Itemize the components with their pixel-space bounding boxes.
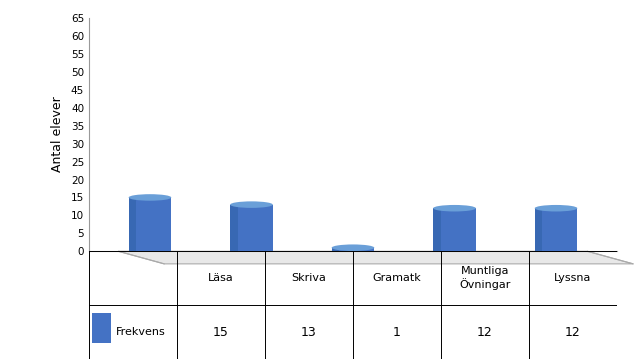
Bar [535, 208, 577, 251]
Bar [433, 208, 476, 251]
Bar [230, 205, 273, 251]
Bar [92, 313, 111, 343]
Text: 12: 12 [477, 326, 493, 339]
Text: Frekvens: Frekvens [116, 327, 165, 337]
Text: 13: 13 [301, 326, 317, 339]
Bar [331, 248, 375, 251]
Text: Lyssna: Lyssna [554, 273, 591, 283]
Ellipse shape [230, 248, 273, 255]
Bar [230, 205, 238, 251]
Y-axis label: Antal elever: Antal elever [51, 97, 64, 173]
Text: Skriva: Skriva [291, 273, 326, 283]
Ellipse shape [128, 194, 171, 201]
Bar [128, 197, 171, 251]
Bar [433, 208, 441, 251]
Ellipse shape [128, 248, 171, 255]
Ellipse shape [433, 205, 476, 211]
Text: 15: 15 [213, 326, 229, 339]
Ellipse shape [433, 248, 476, 255]
Text: Gramatk: Gramatk [373, 273, 421, 283]
Ellipse shape [331, 244, 375, 251]
Ellipse shape [230, 201, 273, 208]
Text: 12: 12 [565, 326, 581, 339]
Text: Muntliga
Övningar: Muntliga Övningar [459, 266, 511, 290]
Bar [535, 208, 543, 251]
Ellipse shape [535, 248, 577, 255]
Text: 1: 1 [393, 326, 401, 339]
Ellipse shape [331, 248, 375, 255]
Bar [128, 197, 136, 251]
Bar [331, 248, 340, 251]
Ellipse shape [535, 205, 577, 211]
Polygon shape [118, 251, 633, 264]
Text: Läsa: Läsa [208, 273, 234, 283]
